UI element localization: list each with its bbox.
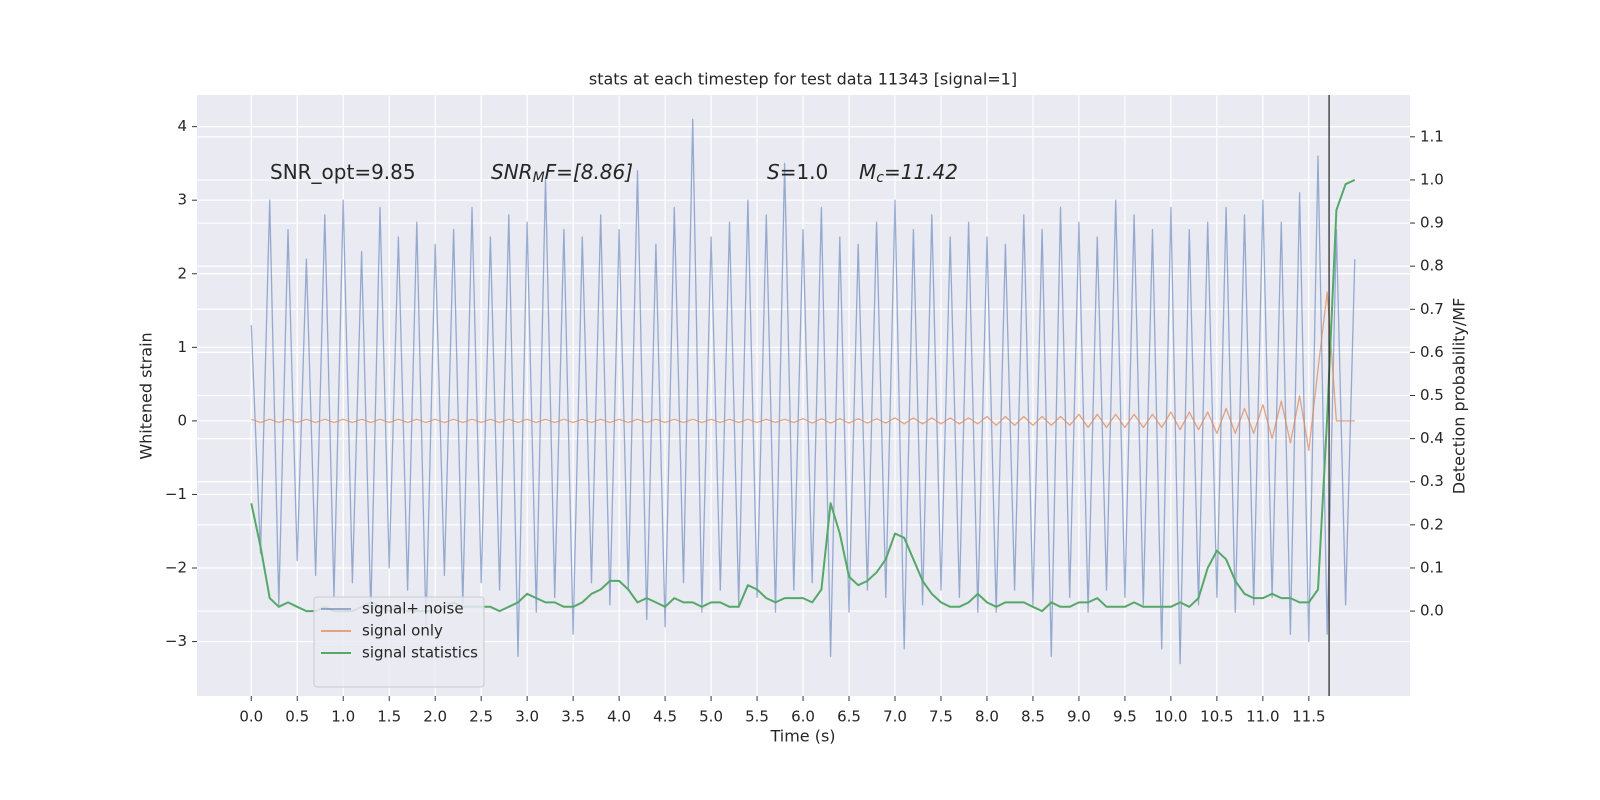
x-tick-label: 8.5 xyxy=(1021,708,1045,726)
x-tick-label: 5.0 xyxy=(699,708,723,726)
x-tick-label: 7.5 xyxy=(929,708,953,726)
series-line xyxy=(250,118,1356,665)
y2-tick-label: 0.9 xyxy=(1420,214,1444,232)
x-tick-label: 2.0 xyxy=(423,708,447,726)
x-tick-label: 7.0 xyxy=(883,708,907,726)
x-tick-label: 4.0 xyxy=(607,708,631,726)
x-tick-label: 3.0 xyxy=(515,708,539,726)
y2-tick-label: 0.2 xyxy=(1420,515,1444,533)
legend: signal+ noise signal only signal statistic… xyxy=(313,596,485,688)
annotation: S=1.0 xyxy=(767,160,828,184)
y2-axis-label: Detection probability/MF xyxy=(1450,298,1469,495)
annotation-text: SNR_opt=9.85 xyxy=(270,160,416,184)
x-tick-label: 6.5 xyxy=(837,708,861,726)
x-tick-label: 0.0 xyxy=(239,708,263,726)
x-tick-label: 10.0 xyxy=(1154,708,1187,726)
y-tick-label: 4 xyxy=(177,117,187,135)
annotation-symbol: S xyxy=(767,160,780,184)
x-tick-label: 11.0 xyxy=(1246,708,1279,726)
x-tick-label: 6.0 xyxy=(791,708,815,726)
x-tick-label: 9.0 xyxy=(1067,708,1091,726)
y2-tick-label: 0.3 xyxy=(1420,472,1444,490)
legend-label: signal only xyxy=(362,622,443,640)
annotation: SNRMF=[8.86] xyxy=(491,160,633,187)
y-tick-label: −1 xyxy=(165,485,187,503)
y2-tick-label: 1.1 xyxy=(1420,127,1444,145)
annotation: Mc=11.42 xyxy=(859,160,958,187)
annotation: SNR_opt=9.85 xyxy=(270,160,416,184)
y2-tick-label: 1.0 xyxy=(1420,170,1444,188)
x-tick-label: 1.5 xyxy=(377,708,401,726)
annotation-rest: =11.42 xyxy=(884,160,958,184)
y2-tick-label: 0.8 xyxy=(1420,257,1444,275)
y-tick-label: 2 xyxy=(177,264,187,282)
x-tick-label: 2.5 xyxy=(469,708,493,726)
x-tick-label: 11.5 xyxy=(1292,708,1325,726)
y2-tick-label: 0.4 xyxy=(1420,429,1444,447)
y-tick-label: −2 xyxy=(165,559,187,577)
y-axis-label: Whitened strain xyxy=(137,332,156,459)
y-tick-label: 0 xyxy=(177,411,187,429)
annotation-symbol: SNR xyxy=(491,160,533,184)
y-tick-label: 3 xyxy=(177,191,187,209)
legend-label: signal+ noise xyxy=(362,600,464,618)
annotation-rest: F=[8.86] xyxy=(545,160,633,184)
legend-label: signal statistics xyxy=(362,644,478,662)
x-tick-label: 9.5 xyxy=(1113,708,1137,726)
x-tick-label: 1.0 xyxy=(331,708,355,726)
legend-box xyxy=(313,596,485,688)
y2-tick-label: 0.7 xyxy=(1420,300,1444,318)
y-tick-label: −3 xyxy=(165,632,187,650)
y-tick-label: 1 xyxy=(177,338,187,356)
y2-tick-label: 0.5 xyxy=(1420,386,1444,404)
x-tick-label: 3.5 xyxy=(561,708,585,726)
annotation-subscript: M xyxy=(533,170,545,186)
annotation-subscript: c xyxy=(876,170,884,186)
y2-tick-label: 0.6 xyxy=(1420,343,1444,361)
x-tick-label: 0.5 xyxy=(285,708,309,726)
y2-tick-label: 0.1 xyxy=(1420,558,1444,576)
x-tick-label: 5.5 xyxy=(745,708,769,726)
x-tick-label: 10.5 xyxy=(1200,708,1233,726)
x-tick-label: 8.0 xyxy=(975,708,999,726)
y2-tick-label: 0.0 xyxy=(1420,602,1444,620)
x-axis-label: Time (s) xyxy=(769,727,835,746)
annotation-symbol: M xyxy=(859,160,876,184)
x-tick-label: 4.5 xyxy=(653,708,677,726)
series-line xyxy=(251,291,1355,451)
chart-title: stats at each timestep for test data 113… xyxy=(589,70,1017,89)
annotation-rest: =1.0 xyxy=(780,160,829,184)
